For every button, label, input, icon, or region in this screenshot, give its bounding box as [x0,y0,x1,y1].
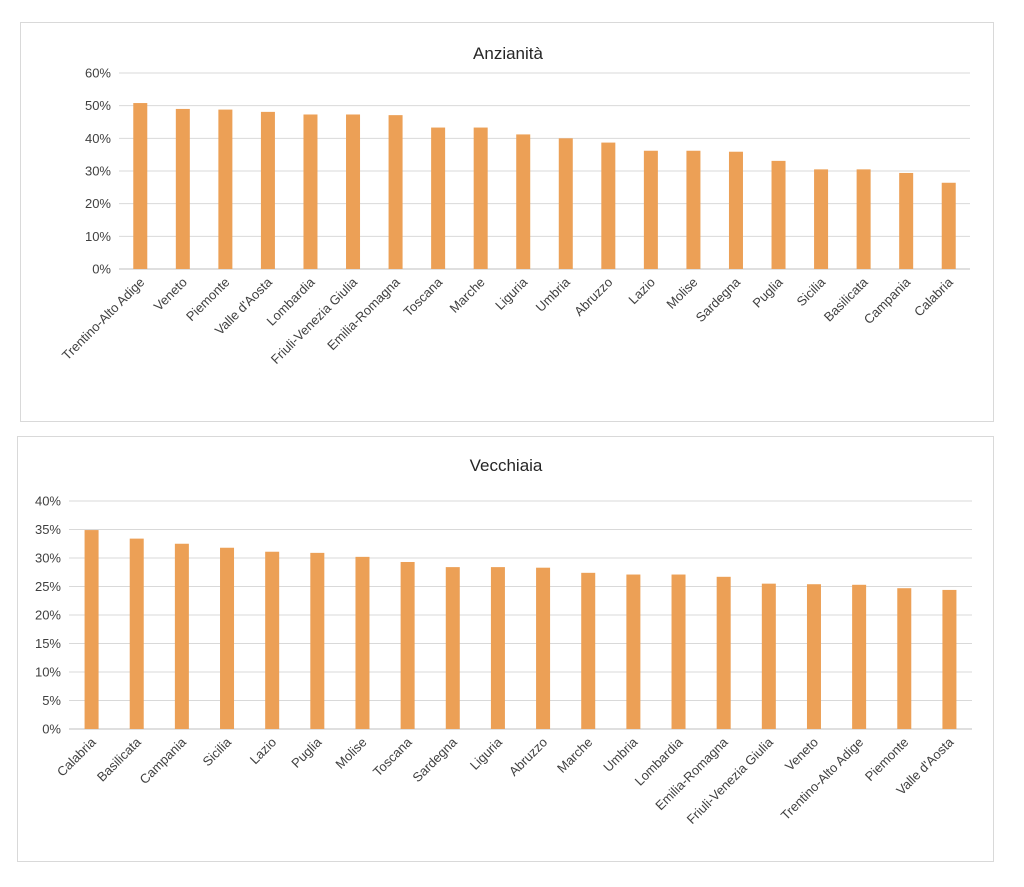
y-tick-label: 10% [35,665,61,680]
x-category-label: Sardegna [693,274,744,325]
bar [400,561,415,729]
bar [806,584,821,729]
bar [558,138,573,269]
chart-title: Anzianità [473,44,543,63]
y-tick-label: 0% [42,722,61,737]
bar [388,115,403,269]
bar [445,567,460,729]
bar [728,151,743,269]
bar [516,134,531,269]
x-category-label: Abruzzo [571,275,615,319]
y-tick-label: 25% [35,579,61,594]
x-category-label: Veneto [151,275,190,314]
bar [174,543,189,729]
bar [671,574,686,729]
y-tick-label: 30% [85,164,111,179]
bar [84,530,99,729]
y-tick-label: 50% [85,98,111,113]
y-tick-label: 40% [85,131,111,146]
bar [303,114,318,269]
y-tick-label: 35% [35,522,61,537]
x-category-label: Lazio [247,735,280,768]
y-tick-label: 15% [35,636,61,651]
x-category-label: Trentino-Alto Adige [59,275,147,363]
bar [856,169,871,269]
bar [852,584,867,729]
x-category-label: Calabria [54,734,99,779]
y-tick-label: 30% [35,551,61,566]
x-category-label: Campania [136,734,189,787]
bar [346,114,361,269]
x-category-label: Molise [663,275,700,312]
y-tick-label: 40% [35,494,61,509]
bar [761,583,776,729]
y-tick-label: 0% [92,262,111,277]
bar [260,111,275,269]
bar [473,127,488,269]
x-category-label: Umbria [533,274,574,315]
x-category-label: Sicilia [794,274,829,309]
x-category-label: Marche [554,735,595,776]
bar [220,547,235,729]
bar [129,538,144,729]
bar [814,169,829,269]
bar [490,567,505,729]
x-category-label: Abruzzo [506,735,550,779]
y-tick-label: 60% [85,66,111,81]
x-category-label: Liguria [467,734,506,773]
bar [601,142,616,269]
y-tick-label: 10% [85,229,111,244]
chart-title: Vecchiaia [470,456,543,475]
y-tick-label: 20% [35,608,61,623]
x-category-label: Puglia [288,734,325,771]
x-category-label: Liguria [492,274,531,313]
x-category-label: Sardegna [409,734,460,785]
bar [897,588,912,729]
bar [175,108,190,269]
bar [581,572,596,729]
bar [218,109,233,269]
x-category-label: Emilia-Romagna [324,274,403,353]
bar [716,576,731,729]
x-category-label: Sicilia [200,734,235,769]
x-category-label: Campania [861,274,914,327]
chart-panel-anzianita: Anzianità 0% 10% 20% 30% 40% 50% 60% Trentino-Al… [20,22,994,422]
bar [643,150,658,269]
bar [942,589,957,729]
bar [686,150,701,269]
y-tick-label: 5% [42,693,61,708]
bar [899,172,914,269]
x-category-label: Molise [332,735,369,772]
x-category-label: Umbria [600,734,641,775]
bar [771,160,786,269]
bar [355,556,370,729]
x-category-label: Lazio [625,275,658,308]
bar [941,182,956,269]
bar [265,551,280,729]
x-category-label: Veneto [782,735,821,774]
x-category-label: Puglia [749,274,786,311]
chart-anzianita: Anzianità 0% 10% 20% 30% 40% 50% 60% Trentino-Al… [59,44,970,367]
x-category-label: Friuli-Venezia Giulia [684,734,777,827]
bar [133,103,148,269]
x-category-label: Toscana [400,274,445,319]
x-category-label: Toscana [370,734,415,779]
chart-panel-vecchiaia: Vecchiaia 0% 5% 10% 15% 20% 25% 30% 35% 40% Calabr… [17,436,994,862]
x-category-label: Calabria [911,274,956,319]
bar [310,552,325,729]
x-category-label: Marche [447,275,488,316]
y-tick-label: 20% [85,196,111,211]
bar [431,127,446,269]
bar [536,567,551,729]
chart-vecchiaia: Vecchiaia 0% 5% 10% 15% 20% 25% 30% 35% 40% Calabr… [35,456,972,827]
x-category-label: Trentino-Alto Adige [778,735,866,823]
bar [626,574,641,729]
